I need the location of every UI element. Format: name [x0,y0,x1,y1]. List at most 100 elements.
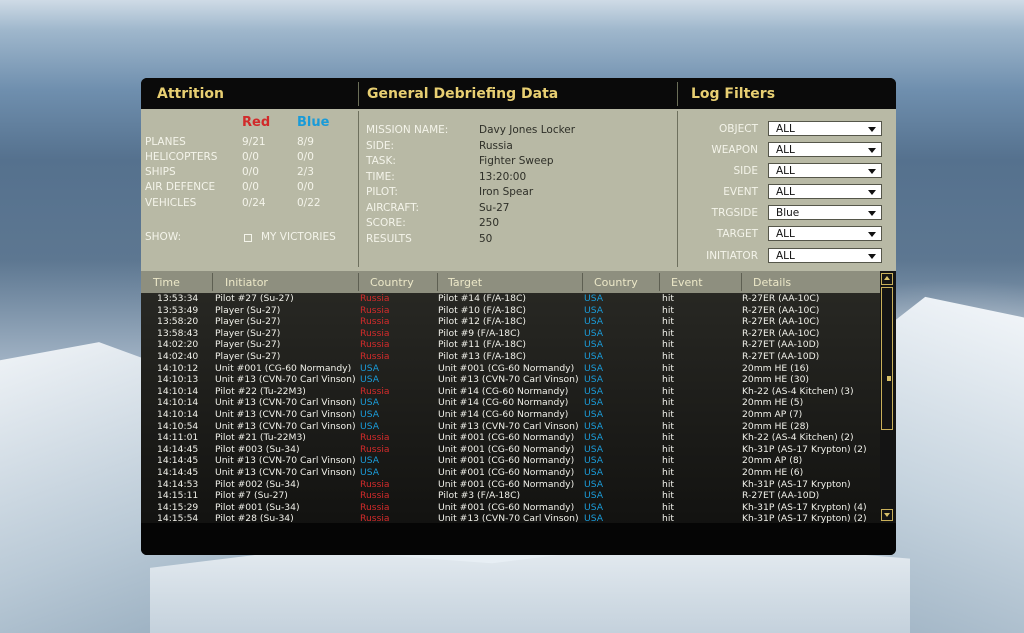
scroll-up-button[interactable] [881,273,893,285]
filter-object-select[interactable]: ALL [768,121,882,136]
filter-trgside-value: Blue [776,207,800,219]
my-victories-label[interactable]: MY VICTORIES [261,231,336,243]
column-divider [437,273,438,291]
filter-trgside-select[interactable]: Blue [768,205,882,220]
table-row[interactable]: 14:14:45 Unit #13 (CVN-70 Carl Vinson) USA… [141,455,880,467]
cell-target-country: USA [584,397,604,409]
cell-details: 20mm HE (30) [742,374,810,386]
filter-weapon-select[interactable]: ALL [768,142,882,157]
table-row[interactable]: 14:11:01 Pilot #21 (Tu-22M3) Russia Unit #0… [141,432,880,444]
table-row[interactable]: 14:10:14 Unit #13 (CVN-70 Carl Vinson) USA… [141,409,880,421]
cell-details: 20mm HE (5) [742,397,804,409]
filter-event-value: ALL [776,186,795,198]
dropdown-arrow-icon [868,127,876,132]
scroll-down-button[interactable] [881,509,893,521]
cell-target-country: USA [584,455,604,467]
filter-initiator-value: ALL [776,250,795,262]
cell-target: Pilot #11 (F/A-18C) [438,339,526,351]
dropdown-arrow-icon [868,190,876,195]
aircraft-label: AIRCRAFT: [366,202,420,214]
table-row[interactable]: 13:53:34 Pilot #27 (Su-27) Russia Pilot #14… [141,293,880,305]
cell-time: 14:15:54 [157,513,199,523]
cell-event: hit [662,327,674,339]
filter-weapon-label: WEAPON [711,144,758,156]
table-row[interactable]: 14:10:12 Unit #001 (CG-60 Normandy) USA Uni… [141,363,880,375]
filter-target-label: TARGET [716,228,758,240]
cell-event: hit [662,374,674,386]
cell-initiator: Unit #001 (CG-60 Normandy) [215,362,352,374]
table-row[interactable]: 13:58:20 Player (Su-27) Russia Pilot #12 (F… [141,316,880,328]
table-row[interactable]: 14:10:14 Unit #13 (CVN-70 Carl Vinson) USA… [141,397,880,409]
table-row[interactable]: 13:58:43 Player (Su-27) Russia Pilot #9 (F/… [141,328,880,340]
cell-details: Kh-31P (AS-17 Krypton) [742,478,851,490]
cell-target-country: USA [584,327,604,339]
blue-column-header: Blue [297,115,330,130]
table-row[interactable]: 14:14:45 Pilot #003 (Su-34) Russia Unit #00… [141,444,880,456]
cell-time: 14:02:40 [157,351,199,362]
cell-event: hit [662,443,674,455]
cell-target: Unit #14 (CG-60 Normandy) [438,397,569,409]
cell-time: 13:58:20 [157,316,199,328]
time-label: TIME: [366,171,395,183]
cell-target: Pilot #3 (F/A-18C) [438,490,521,502]
filter-side-select[interactable]: ALL [768,163,882,178]
table-row[interactable]: 14:14:45 Unit #13 (CVN-70 Carl Vinson) USA… [141,467,880,479]
column-header-target-country[interactable]: Country [594,276,638,289]
panel-footer [141,523,896,555]
table-row[interactable]: 14:14:53 Pilot #002 (Su-34) Russia Unit #00… [141,479,880,491]
table-row[interactable]: 14:02:20 Player (Su-27) Russia Pilot #11 (F… [141,339,880,351]
cell-event: hit [662,304,674,316]
table-row[interactable]: 14:15:29 Pilot #001 (Su-34) Russia Unit #00… [141,502,880,514]
filter-initiator-label: INITIATOR [706,250,758,262]
log-table-body[interactable]: 13:53:34 Pilot #27 (Su-27) Russia Pilot #14… [141,293,880,523]
table-row[interactable]: 14:10:54 Unit #13 (CVN-70 Carl Vinson) USA… [141,421,880,433]
column-header-details[interactable]: Details [753,276,792,289]
task-label: TASK: [366,155,396,167]
aircraft-value: Su-27 [479,202,510,214]
scroll-track[interactable] [881,287,893,430]
cell-initiator: Pilot #21 (Tu-22M3) [215,432,306,444]
scroll-thumb[interactable] [887,376,891,381]
column-header-time[interactable]: Time [153,276,180,289]
cell-details: Kh-31P (AS-17 Krypton) (2) [742,443,867,455]
mission-name-label: MISSION NAME: [366,124,449,136]
filter-initiator-select[interactable]: ALL [768,248,882,263]
column-header-target[interactable]: Target [448,276,483,289]
attrition-title: Attrition [157,86,224,102]
cell-target-country: USA [584,374,604,386]
filter-event-select[interactable]: ALL [768,184,882,199]
cell-initiator: Player (Su-27) [215,339,281,351]
table-row[interactable]: 13:53:49 Player (Su-27) Russia Pilot #10 (F… [141,305,880,317]
filter-side-value: ALL [776,165,795,177]
cell-event: hit [662,351,674,362]
column-header-initiator[interactable]: Initiator [225,276,268,289]
cell-event: hit [662,362,674,374]
attrition-red-value: 0/0 [242,181,259,193]
column-header-event[interactable]: Event [671,276,703,289]
log-table-header: Time Initiator Country Target Country Ev… [141,271,896,293]
cell-initiator: Pilot #001 (Su-34) [215,501,300,513]
cell-target-country: USA [584,478,604,490]
column-header-country[interactable]: Country [370,276,414,289]
cell-initiator: Unit #13 (CVN-70 Carl Vinson) [215,467,356,478]
cell-details: 20mm AP (7) [742,409,803,420]
cell-initiator: Unit #13 (CVN-70 Carl Vinson) [215,420,356,432]
table-row[interactable]: 14:02:40 Player (Su-27) Russia Pilot #13 (F… [141,351,880,363]
cell-details: Kh-31P (AS-17 Krypton) (2) [742,513,867,523]
column-divider [212,273,213,291]
table-row[interactable]: 14:10:13 Unit #13 (CVN-70 Carl Vinson) USA… [141,374,880,386]
my-victories-checkbox[interactable] [244,234,252,242]
dropdown-arrow-icon [868,211,876,216]
table-row[interactable]: 14:15:54 Pilot #28 (Su-34) Russia Unit #13 … [141,513,880,523]
cell-country: USA [360,455,380,467]
log-scrollbar[interactable] [880,271,896,523]
section-divider [677,111,678,267]
table-row[interactable]: 14:15:11 Pilot #7 (Su-27) Russia Pilot #3 (… [141,490,880,502]
cell-country: Russia [360,385,390,397]
filter-weapon-value: ALL [776,144,795,156]
cell-details: 20mm HE (16) [742,362,810,374]
table-row[interactable]: 14:10:14 Pilot #22 (Tu-22M3) Russia Unit #1… [141,386,880,398]
cell-target-country: USA [584,443,604,455]
filter-target-select[interactable]: ALL [768,226,882,241]
cell-event: hit [662,432,674,444]
